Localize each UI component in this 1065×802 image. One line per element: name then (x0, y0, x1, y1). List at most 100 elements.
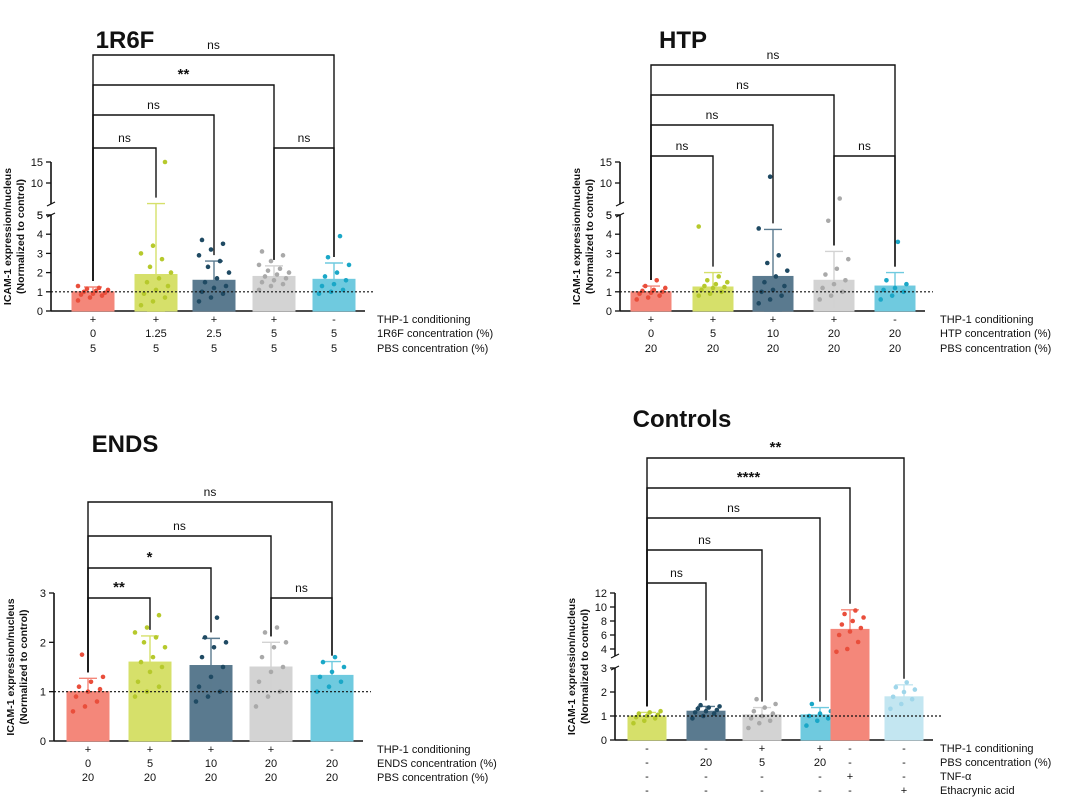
condition-label: 0 (90, 328, 96, 340)
condition-label: 20 (828, 328, 840, 340)
data-point (283, 276, 289, 281)
data-point (637, 291, 642, 297)
condition-label: - (760, 785, 764, 797)
condition-label: 5 (271, 328, 277, 340)
y-tick-label: 5 (606, 210, 612, 222)
y-tick-label: 2 (40, 637, 46, 649)
y-tick-label: 1 (40, 687, 46, 699)
condition-label: + (901, 785, 907, 797)
data-point (75, 283, 81, 289)
condition-label: - (848, 743, 852, 755)
y-tick-label: 3 (601, 663, 607, 675)
data-point (99, 293, 105, 298)
condition-label: 10 (767, 328, 779, 340)
y-tick-label: 0 (606, 306, 612, 318)
data-point (150, 243, 156, 249)
data-point (654, 277, 660, 283)
significance-bracket (646, 457, 905, 707)
y-tick-label: 15 (600, 157, 612, 169)
data-point (696, 293, 702, 298)
data-point (762, 279, 767, 285)
significance-label: ns (727, 501, 740, 515)
data-point (831, 281, 837, 287)
y-tick-label: 5 (37, 210, 43, 222)
data-point (834, 266, 840, 272)
condition-label: + (90, 314, 96, 326)
data-point (640, 288, 645, 294)
data-point (770, 287, 776, 293)
data-point (773, 701, 778, 707)
condition-label: - (760, 771, 764, 783)
condition-label: - (902, 743, 906, 755)
data-point (82, 704, 88, 709)
significance-label: ns (298, 131, 311, 145)
data-point (199, 237, 205, 243)
y-tick-label: 10 (600, 178, 612, 190)
condition-label: + (153, 314, 159, 326)
data-point (90, 291, 96, 297)
data-point (784, 268, 790, 273)
data-point (100, 674, 106, 680)
condition-label: + (271, 314, 277, 326)
data-point (196, 684, 202, 690)
data-point (262, 274, 268, 279)
condition-label: - (645, 757, 649, 769)
data-point (690, 716, 695, 721)
significance-bracket (92, 54, 335, 281)
condition-label: + (759, 743, 765, 755)
significance-label: ns (204, 485, 217, 499)
data-point (147, 669, 153, 675)
condition-label: 5 (211, 343, 217, 355)
y-tick-label: 12 (595, 588, 607, 600)
axis-break-mark (610, 653, 620, 659)
data-point (904, 281, 909, 287)
data-point (756, 226, 762, 231)
data-point (208, 674, 214, 680)
significance-label: ** (770, 439, 782, 456)
data-point (850, 618, 856, 624)
condition-label: + (710, 314, 716, 326)
data-point (898, 701, 904, 707)
data-point (814, 718, 820, 724)
data-point (341, 664, 347, 670)
significance-label: ns (670, 566, 683, 580)
condition-label: 20 (814, 757, 826, 769)
data-point (322, 274, 328, 279)
condition-label: 20 (265, 758, 277, 770)
data-point (153, 287, 159, 293)
data-point (332, 654, 338, 660)
y-tick-label: 2 (37, 268, 43, 280)
y-tick-label: 4 (37, 229, 43, 241)
data-point (168, 270, 174, 275)
data-point (842, 611, 847, 617)
significance-bracket (92, 114, 215, 281)
data-point (337, 233, 343, 239)
data-point (199, 654, 205, 660)
data-point (820, 285, 825, 291)
y-tick-label: 2 (606, 268, 612, 280)
data-point (776, 253, 782, 258)
significance-bracket (646, 517, 821, 707)
chart-title: Controls (633, 406, 732, 433)
data-point (839, 622, 845, 627)
y-axis-label: ICAM-1 expression/nucleus (2, 168, 14, 305)
data-point (338, 679, 344, 685)
data-point (262, 630, 268, 635)
condition-label: 20 (326, 772, 338, 784)
row-label: ENDS concentration (%) (377, 758, 497, 770)
condition-label: 10 (205, 758, 217, 770)
data-point (888, 706, 893, 712)
significance-bracket (650, 94, 835, 281)
significance-bracket (650, 155, 714, 281)
data-point (93, 288, 99, 294)
data-point (823, 272, 828, 277)
chart-panel-controls: Controls ICAM-1 expression/nucleus (Normal… (566, 406, 1051, 797)
data-point (259, 279, 265, 285)
data-point (892, 285, 898, 291)
data-point (141, 291, 147, 297)
data-point (909, 696, 915, 702)
data-point (202, 635, 208, 640)
data-point (751, 708, 757, 714)
data-point (702, 283, 707, 289)
row-label: THP-1 conditioning (377, 314, 471, 326)
